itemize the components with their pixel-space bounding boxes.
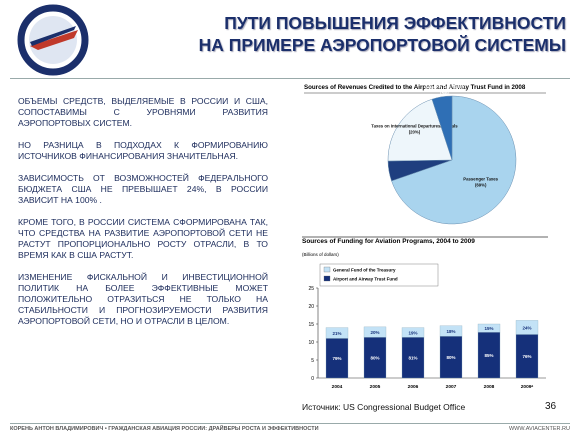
footer: КОРЕНЬ АНТОН ВЛАДИМИРОВИЧ • ГРАЖДАНСКАЯ … xyxy=(10,423,570,432)
legend-box xyxy=(319,263,439,287)
legend-label: General Fund of the Treasury xyxy=(333,268,396,273)
pie-slice xyxy=(387,98,453,162)
paragraph: ИЗМЕНЕНИЕ ФИСКАЛЬНОЙ И ИНВЕСТИЦИОННОЙ ПО… xyxy=(18,272,268,326)
bar-segment xyxy=(325,327,349,339)
value-label: 21% xyxy=(332,331,341,336)
logo xyxy=(17,4,89,76)
y-tick-label: 25 xyxy=(308,286,314,292)
title-line: ПУТИ ПОВЫШЕНИЯ ЭФФЕКТИВНОСТИ xyxy=(224,13,566,33)
footer-left: КОРЕНЬ АНТОН ВЛАДИМИРОВИЧ • ГРАЖДАНСКАЯ … xyxy=(10,426,319,432)
y-tick-label: 0 xyxy=(311,376,314,382)
legend-swatch xyxy=(323,275,331,282)
slice-label: Taxes on International Departures/Arriva… xyxy=(371,123,458,128)
slice-label: Passenger Taxes xyxy=(463,176,498,181)
y-tick-label: 20 xyxy=(308,304,314,310)
bar-segment xyxy=(401,327,425,338)
bar-segment xyxy=(477,323,501,333)
paragraph: ЗАВИСИМОСТЬ ОТ ВОЗМОЖНОСТЕЙ ФЕДЕРАЛЬНОГО… xyxy=(18,173,268,205)
title: ПУТИ ПОВЫШЕНИЯ ЭФФЕКТИВНОСТИ НА ПРИМЕРЕ А… xyxy=(199,12,566,56)
value-label: 24% xyxy=(522,325,531,330)
footer-right: WWW.AVIACENTER.RU xyxy=(508,426,570,432)
slice-value: (69%) xyxy=(475,182,487,187)
value-label: 15% xyxy=(484,326,493,331)
y-tick-label: 5 xyxy=(311,358,314,364)
y-tick-label: 15 xyxy=(308,322,314,328)
value-label: 80% xyxy=(370,356,379,361)
bar-segment xyxy=(439,325,463,337)
divider xyxy=(10,78,570,79)
value-label: 79% xyxy=(332,356,341,361)
x-tick-label: 2004 xyxy=(332,384,343,390)
bar-segment xyxy=(515,320,539,335)
x-tick-label: 2008 xyxy=(484,384,495,390)
chart-title: Sources of Revenues Credited to the Airp… xyxy=(304,84,526,91)
value-label: 76% xyxy=(522,354,531,359)
x-tick-label: 2005 xyxy=(370,384,381,390)
pie-slice xyxy=(431,95,453,161)
title-line: НА ПРИМЕРЕ АЭРОПОРТОВОЙ СИСТЕМЫ xyxy=(198,35,566,55)
source: Источник: US Congressional Budget Office xyxy=(302,402,466,412)
page-number: 36 xyxy=(545,401,557,412)
slice-value: (5%) xyxy=(440,90,450,95)
value-label: 18% xyxy=(446,329,455,334)
chart-subtitle: (Billions of dollars) xyxy=(302,252,339,257)
paragraph: КРОМЕ ТОГО, В РОССИИ СИСТЕМА СФОРМИРОВАН… xyxy=(18,217,268,260)
paragraph: ОБЪЕМЫ СРЕДСТВ, ВЫДЕЛЯЕМЫЕ В РОССИИ И СШ… xyxy=(18,96,268,128)
x-tick-label: 2007 xyxy=(446,384,457,390)
pie-chart: Sources of Revenues Credited to the Airp… xyxy=(300,80,550,230)
x-tick-label: 2009ᵃ xyxy=(521,384,534,390)
legend-label: Airport and Airway Trust Fund xyxy=(333,277,398,282)
chart-title: Sources of Funding for Aviation Programs… xyxy=(302,238,475,245)
bar-chart: Sources of Funding for Aviation Programs… xyxy=(302,236,548,390)
bar-segment xyxy=(363,326,387,338)
pie-slice xyxy=(391,95,517,225)
slice-value: (20%) xyxy=(409,129,421,134)
value-label: 80% xyxy=(446,355,455,360)
slice-label: Aviation Fuel Taxes xyxy=(425,84,465,89)
value-label: 81% xyxy=(408,356,417,361)
x-tick-label: 2006 xyxy=(408,384,419,390)
value-label: 19% xyxy=(408,330,417,335)
value-label: 85% xyxy=(484,353,493,358)
value-label: 20% xyxy=(370,330,379,335)
body-text: ОБЪЕМЫ СРЕДСТВ, ВЫДЕЛЯЕМЫЕ В РОССИИ И СШ… xyxy=(18,96,268,338)
y-tick-label: 10 xyxy=(308,340,314,346)
paragraph: НО РАЗНИЦА В ПОДХОДАХ К ФОРМИРОВАНИЮ ИСТ… xyxy=(18,140,268,161)
legend-swatch xyxy=(323,266,331,273)
